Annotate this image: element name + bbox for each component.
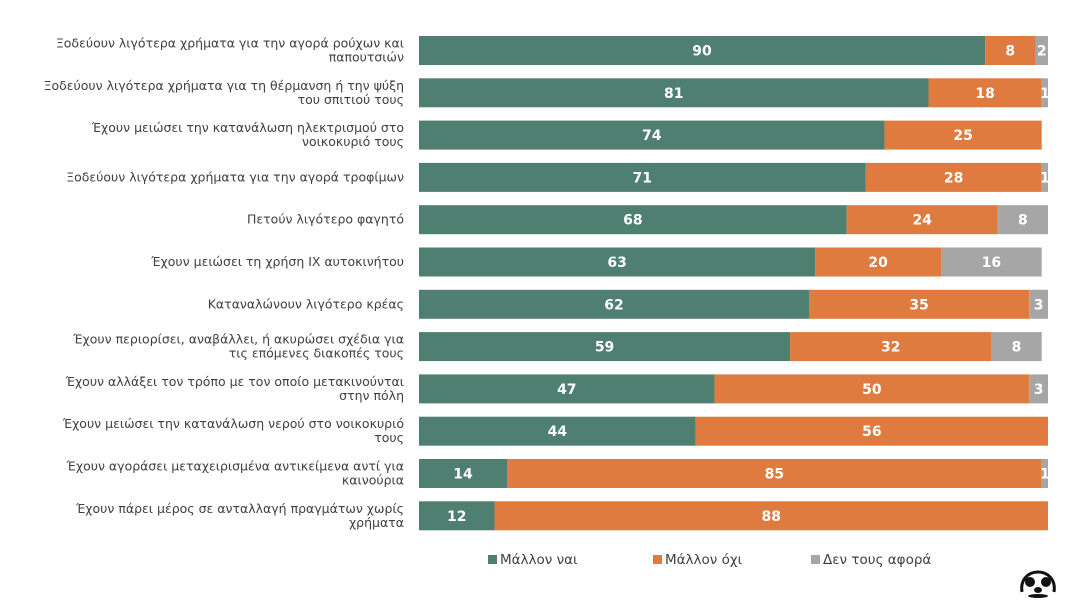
data-label: 63 <box>607 255 626 271</box>
bar-segment <box>419 78 929 108</box>
bar-segment <box>1035 36 1048 65</box>
data-label: 12 <box>447 509 466 525</box>
category-label: Έχουν περιορίσει, αναβάλλει, ή ακυρώσει … <box>72 332 404 361</box>
category-label: Έχουν μειώσει την κατανάλωση νερού στο ν… <box>62 416 404 445</box>
legend-entry: Δεν τους αφορά <box>823 552 931 568</box>
data-label: 50 <box>862 382 882 398</box>
data-label: 32 <box>881 340 900 356</box>
data-label: 2 <box>1037 44 1047 60</box>
data-label: 1 <box>1040 467 1050 483</box>
data-label: 3 <box>1034 382 1044 398</box>
data-label: 16 <box>982 255 1001 271</box>
data-label: 71 <box>633 170 652 186</box>
bar-segment <box>1041 162 1048 192</box>
bar-segment <box>419 459 508 488</box>
bar-segment <box>714 374 1030 404</box>
data-label: 56 <box>862 424 881 440</box>
category-label: Ξοδεύουν λιγότερα χρήματα για την αγορά … <box>66 169 404 184</box>
category-label: Ξοδεύουν λιγότερα χρήματα για τη θέρμανσ… <box>44 78 404 107</box>
category-label: Έχουν αγοράσει μεταχειρισμένα αντικείμεν… <box>66 459 404 488</box>
legend-entry: Μάλλον ναι <box>500 552 578 568</box>
bar-segment <box>507 459 1042 488</box>
category-label: Έχουν πάρει μέρος σε ανταλλαγή πραγμάτων… <box>75 501 404 530</box>
category-label: Έχουν μειώσει τη χρήση ΙΧ αυτοκινήτου <box>150 254 404 269</box>
data-label: 90 <box>692 44 712 60</box>
category-label: Καταναλώνουν λιγότερο κρέας <box>208 296 404 311</box>
legend-entry: Μάλλον όχι <box>665 552 743 568</box>
bar-segment <box>1041 459 1048 488</box>
bar-segment <box>808 289 1030 319</box>
bar-segment <box>790 332 992 362</box>
bar-segment <box>997 205 1048 235</box>
legend-swatch <box>488 555 497 564</box>
category-label: Έχουν αλλάξει τον τρόπο με τον οποίο μετ… <box>65 374 404 403</box>
bar-segment <box>884 120 1042 150</box>
bar-segment <box>419 332 791 362</box>
bar-segment <box>419 247 816 277</box>
category-label: Πετούν λιγότερο φαγητό <box>247 212 404 227</box>
legend-swatch <box>653 555 662 564</box>
data-label: 81 <box>664 86 683 102</box>
bar-segment <box>991 332 1042 362</box>
bar-segment <box>695 416 1048 446</box>
bar-segment <box>419 501 495 531</box>
bar-segment <box>1029 289 1048 319</box>
bar-segment <box>419 374 715 404</box>
bar-segment <box>846 205 998 235</box>
data-label: 88 <box>761 509 780 525</box>
bar-segment <box>419 162 866 192</box>
bar-segment <box>419 416 696 446</box>
data-label: 1 <box>1040 170 1050 186</box>
data-label: 14 <box>453 467 473 483</box>
data-label: 25 <box>953 128 972 144</box>
data-label: 47 <box>557 382 576 398</box>
bar-segment <box>419 205 847 235</box>
bar-segment <box>1041 78 1048 108</box>
data-label: 68 <box>623 213 642 229</box>
data-label: 20 <box>868 255 888 271</box>
data-label: 1 <box>1040 86 1050 102</box>
data-label: 3 <box>1034 297 1044 313</box>
bar-segment <box>985 36 1036 65</box>
panda-logo-icon <box>1020 570 1056 598</box>
data-label: 74 <box>642 128 662 144</box>
legend-swatch <box>811 555 820 564</box>
bar-segment <box>928 78 1042 108</box>
data-label: 18 <box>975 86 994 102</box>
data-label: 62 <box>604 297 623 313</box>
data-label: 59 <box>595 340 614 356</box>
data-label: 24 <box>912 213 932 229</box>
data-label: 44 <box>548 424 568 440</box>
category-label: Ξοδεύουν λιγότερα χρήματα για την αγορά … <box>56 36 404 65</box>
bar-segment <box>419 36 986 65</box>
data-label: 35 <box>909 297 928 313</box>
data-label: 8 <box>1012 340 1022 356</box>
bar-segment <box>1029 374 1048 404</box>
data-label: 85 <box>765 467 784 483</box>
data-label: 8 <box>1018 213 1028 229</box>
data-label: 28 <box>944 170 963 186</box>
bar-segment <box>419 289 809 319</box>
bar-segment <box>494 501 1049 531</box>
category-label: Έχουν μειώσει την κατανάλωση ηλεκτρισμού… <box>91 120 404 149</box>
bar-segment <box>419 120 885 150</box>
data-label: 8 <box>1005 44 1015 60</box>
bar-segment <box>865 162 1042 192</box>
bar-segment <box>815 247 942 277</box>
bar-segment <box>941 247 1042 277</box>
